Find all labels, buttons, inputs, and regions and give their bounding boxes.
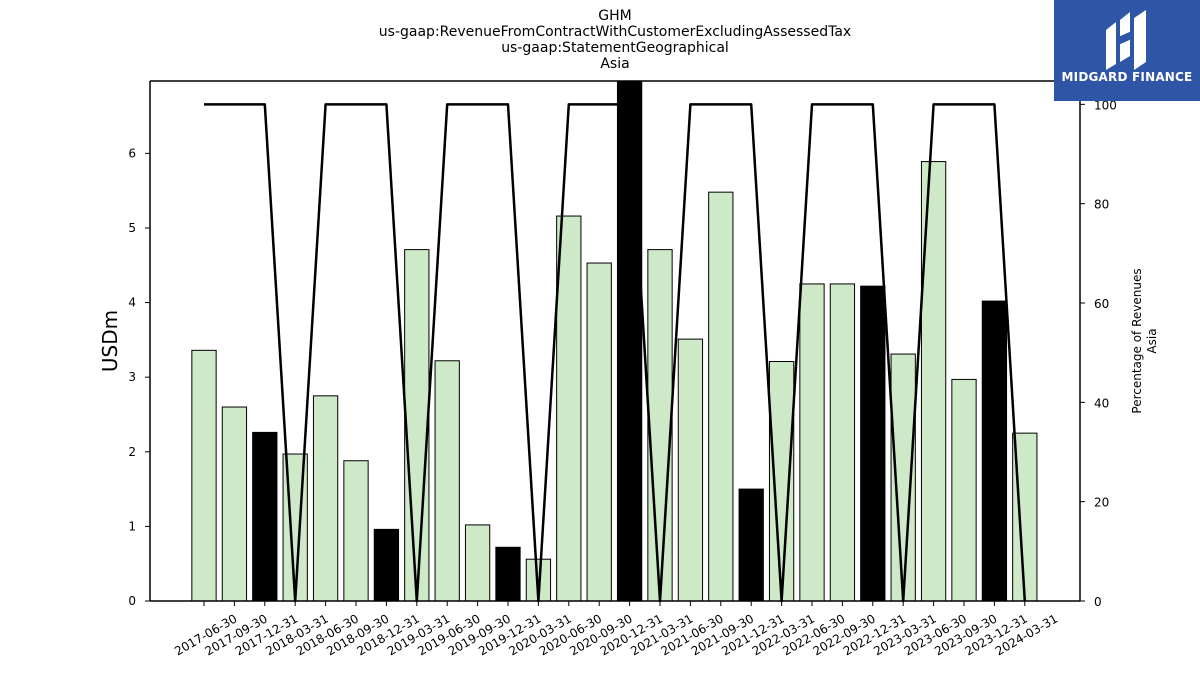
percentage-line <box>204 103 1027 603</box>
y2-axis-title-line: Percentage of Revenues <box>1130 268 1144 413</box>
bar <box>252 431 278 602</box>
y-axis-title: USDm <box>98 310 122 372</box>
y-tick-label: 1 <box>128 519 136 533</box>
y-tick-label: 2 <box>128 445 136 459</box>
y2-ticks: 0 20 40 60 80 100 <box>1080 98 1117 609</box>
bar <box>708 191 734 602</box>
bar <box>343 460 369 602</box>
y2-tick-label: 20 <box>1094 496 1109 510</box>
y-tick-label: 6 <box>128 146 136 160</box>
x-ticks: 2017-06-302017-09-302017-12-312018-03-31… <box>172 601 1060 658</box>
bar <box>586 262 612 602</box>
y-tick-label: 0 <box>128 594 136 608</box>
bar <box>495 546 521 602</box>
bar <box>981 300 1008 602</box>
title-line: us-gaap:StatementGeographical <box>501 40 729 56</box>
bar <box>860 285 886 602</box>
bar <box>951 378 977 602</box>
y2-axis-title-line: Asia <box>1145 328 1159 353</box>
bar <box>799 283 825 602</box>
y-tick-label: 3 <box>128 370 136 384</box>
bar <box>373 528 400 602</box>
logo-text: MIDGARD FINANCE <box>1061 70 1193 84</box>
y-tick-label: 5 <box>128 221 136 235</box>
title-line: us-gaap:RevenueFromContractWithCustomerE… <box>379 24 851 40</box>
bars-group <box>191 80 1038 602</box>
bar <box>556 215 582 602</box>
y2-axis-title: Percentage of Revenues Asia <box>1130 268 1159 413</box>
y2-tick-label: 0 <box>1094 595 1102 609</box>
y-tick-label: 4 <box>128 296 136 310</box>
line-series-group <box>204 103 1027 603</box>
title-line: Asia <box>600 56 629 72</box>
logo-mark-icon <box>1106 10 1146 70</box>
y2-tick-label: 40 <box>1094 396 1109 410</box>
midgard-finance-logo: MIDGARD FINANCE <box>1054 0 1200 101</box>
y2-tick-label: 60 <box>1094 297 1109 311</box>
bar <box>191 349 217 602</box>
bar <box>404 249 430 602</box>
y2-tick-label: 80 <box>1094 198 1109 212</box>
bar <box>464 524 491 602</box>
y2-tick-label: 100 <box>1094 98 1117 112</box>
bar <box>738 488 764 602</box>
bar <box>221 406 248 602</box>
bar <box>434 360 460 602</box>
title-line: GHM <box>598 8 631 24</box>
bar <box>677 338 704 602</box>
bar <box>829 283 856 602</box>
bar <box>616 80 643 602</box>
bar <box>312 395 339 602</box>
y-ticks: 0 1 2 3 4 5 6 <box>128 146 150 608</box>
chart-title: GHMus-gaap:RevenueFromContractWithCustom… <box>379 8 851 72</box>
bar <box>647 249 673 602</box>
axes-group <box>149 80 1081 602</box>
